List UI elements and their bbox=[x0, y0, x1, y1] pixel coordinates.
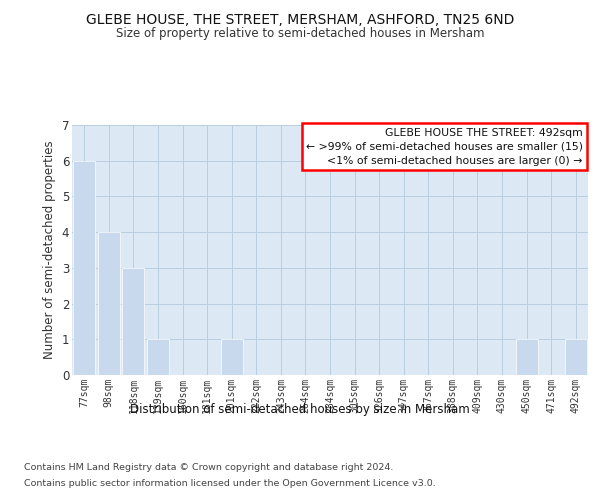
Bar bbox=[565, 340, 587, 375]
Bar bbox=[73, 160, 95, 375]
Text: GLEBE HOUSE, THE STREET, MERSHAM, ASHFORD, TN25 6ND: GLEBE HOUSE, THE STREET, MERSHAM, ASHFOR… bbox=[86, 12, 514, 26]
Bar bbox=[98, 232, 120, 375]
Text: Contains HM Land Registry data © Crown copyright and database right 2024.: Contains HM Land Registry data © Crown c… bbox=[24, 464, 394, 472]
Bar bbox=[147, 340, 169, 375]
Text: Distribution of semi-detached houses by size in Mersham: Distribution of semi-detached houses by … bbox=[130, 402, 470, 415]
Y-axis label: Number of semi-detached properties: Number of semi-detached properties bbox=[43, 140, 56, 360]
Bar bbox=[221, 340, 243, 375]
Text: Contains public sector information licensed under the Open Government Licence v3: Contains public sector information licen… bbox=[24, 478, 436, 488]
Text: GLEBE HOUSE THE STREET: 492sqm
← >99% of semi-detached houses are smaller (15)
<: GLEBE HOUSE THE STREET: 492sqm ← >99% of… bbox=[306, 128, 583, 166]
Bar bbox=[515, 340, 538, 375]
Bar bbox=[122, 268, 145, 375]
Text: Size of property relative to semi-detached houses in Mersham: Size of property relative to semi-detach… bbox=[116, 28, 484, 40]
